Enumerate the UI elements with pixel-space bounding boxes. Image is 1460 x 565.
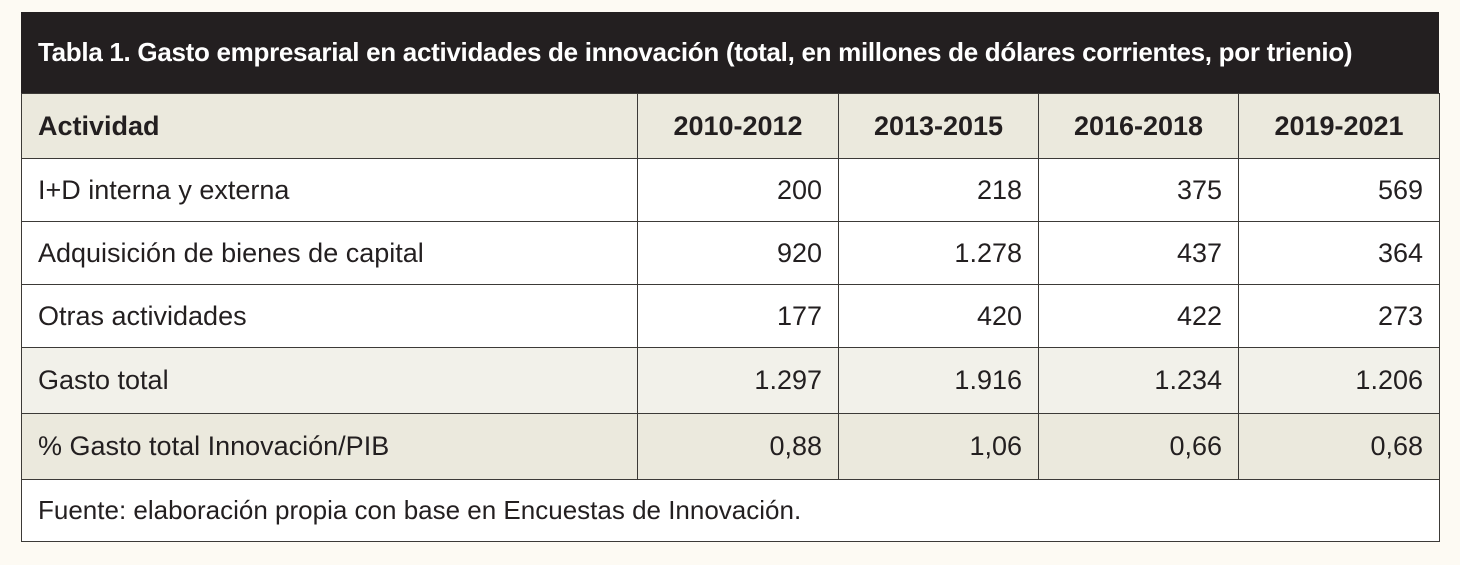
table-row: I+D interna y externa 200 218 375 569 bbox=[21, 158, 1440, 222]
header-period-1: 2010-2012 bbox=[637, 93, 839, 159]
row-label: Gasto total bbox=[21, 347, 638, 414]
row-value: 1,06 bbox=[838, 413, 1039, 480]
table-row: Otras actividades 177 420 422 273 bbox=[21, 284, 1440, 348]
row-value: 218 bbox=[838, 158, 1039, 222]
row-value: 1.916 bbox=[838, 347, 1039, 414]
row-value: 200 bbox=[637, 158, 839, 222]
row-label: Otras actividades bbox=[21, 284, 638, 348]
row-value: 364 bbox=[1238, 221, 1440, 285]
total-row: Gasto total 1.297 1.916 1.234 1.206 bbox=[21, 347, 1440, 414]
header-row: Actividad 2010-2012 2013-2015 2016-2018 … bbox=[21, 93, 1440, 159]
row-label: Adquisición de bienes de capital bbox=[21, 221, 638, 285]
row-value: 1.234 bbox=[1038, 347, 1239, 414]
table-container: Tabla 1. Gasto empresarial en actividade… bbox=[21, 12, 1440, 543]
source-note: Fuente: elaboración propia con base en E… bbox=[21, 479, 1440, 542]
row-value: 1.278 bbox=[838, 221, 1039, 285]
source-row: Fuente: elaboración propia con base en E… bbox=[21, 479, 1440, 542]
table-row: Adquisición de bienes de capital 920 1.2… bbox=[21, 221, 1440, 285]
row-label: I+D interna y externa bbox=[21, 158, 638, 222]
innovation-spending-table: Actividad 2010-2012 2013-2015 2016-2018 … bbox=[21, 93, 1440, 542]
row-value: 0,66 bbox=[1038, 413, 1239, 480]
row-value: 0,68 bbox=[1238, 413, 1440, 480]
row-value: 375 bbox=[1038, 158, 1239, 222]
row-value: 437 bbox=[1038, 221, 1239, 285]
row-value: 1.206 bbox=[1238, 347, 1440, 414]
row-label: % Gasto total Innovación/PIB bbox=[21, 413, 638, 480]
row-value: 920 bbox=[637, 221, 839, 285]
table-title-text: Tabla 1. Gasto empresarial en actividade… bbox=[38, 37, 1353, 67]
row-value: 1.297 bbox=[637, 347, 839, 414]
gdp-share-row: % Gasto total Innovación/PIB 0,88 1,06 0… bbox=[21, 413, 1440, 480]
header-period-4: 2019-2021 bbox=[1238, 93, 1440, 159]
header-period-2: 2013-2015 bbox=[838, 93, 1039, 159]
row-value: 273 bbox=[1238, 284, 1440, 348]
row-value: 422 bbox=[1038, 284, 1239, 348]
row-value: 569 bbox=[1238, 158, 1440, 222]
row-value: 420 bbox=[838, 284, 1039, 348]
row-value: 177 bbox=[637, 284, 839, 348]
table-title: Tabla 1. Gasto empresarial en actividade… bbox=[21, 12, 1439, 93]
header-actividad: Actividad bbox=[21, 93, 638, 159]
header-period-3: 2016-2018 bbox=[1038, 93, 1239, 159]
row-value: 0,88 bbox=[637, 413, 839, 480]
